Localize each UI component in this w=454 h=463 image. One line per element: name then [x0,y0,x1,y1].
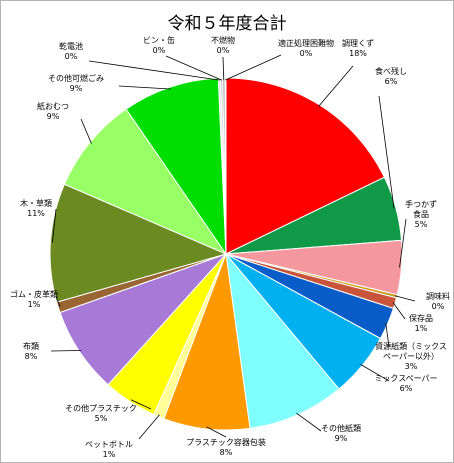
pie-slices [49,77,403,431]
leader-line [222,56,225,81]
leader-line [394,295,416,302]
pie-slice [63,108,228,256]
slice-label: 布類 8% [23,341,39,361]
slice-label: 木・草類 11% [20,198,52,218]
leader-line [80,118,92,144]
leader-line [130,399,152,410]
slice-label: 調味料 0% [426,291,450,311]
slice-label: ペットボトル 1% [85,440,133,459]
leader-line [206,426,227,438]
chart-title: 令和５年度合計 [168,14,287,34]
leader-line [318,65,354,107]
slice-label: ミックスペーパー 6% [374,374,437,393]
leader-line [399,218,407,268]
leader-line [392,302,406,320]
leader-line [88,60,220,81]
leader-line [165,55,222,81]
slice-label: 食べ残し 6% [375,66,407,86]
slice-label: 保存品 1% [409,313,433,333]
pie-slice [225,252,340,429]
leader-line [138,414,160,440]
slice-label: 適正処理困難物 0% [278,38,334,58]
slice-label: 調理くず 18% [342,38,374,58]
leader-line [52,208,57,243]
slice-label: 乾電池 0% [59,41,83,61]
slice-label: その他紙類 9% [321,423,361,443]
slice-label: 手つかず食品 5% [405,199,437,229]
slice-labels: 調理くず 18%食べ残し 6% 手つかず食品 5% 調味料 0%保存品 1% 資源紙類（ミックス… [10,35,450,459]
slice-label: その他プラスチック 5% [65,403,137,423]
slice-label: 紙おむつ 9% [37,101,69,121]
leader-line [360,364,390,382]
leader-line [225,54,282,81]
leader-line [50,350,82,352]
leader-lines [50,54,416,440]
slice-label: ビン・缶 0% [143,35,175,55]
pie-slice [125,77,227,256]
pie-slice [49,183,228,303]
leader-line [296,412,322,432]
leader-line [118,85,171,90]
leader-line [378,95,395,209]
slice-label: プラスチック容器包装 8% [186,437,266,457]
slice-label: 資源紙類（ミックスペーパー以外） 3% [375,341,447,371]
pie-slice [224,77,227,255]
slice-label: 不燃物 0% [211,35,235,55]
leader-line [385,322,390,348]
slice-label: ゴム・皮革類 1% [10,289,58,309]
leader-line [55,296,61,307]
slice-label: その他可燃ごみ 9% [48,73,104,93]
